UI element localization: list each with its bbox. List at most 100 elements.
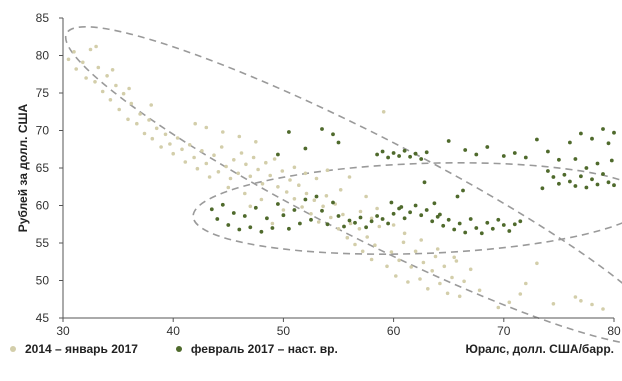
data-point <box>450 275 454 280</box>
data-point <box>207 175 212 179</box>
data-point <box>380 149 385 154</box>
x-tick-label: 40 <box>167 324 181 338</box>
data-point <box>248 204 253 209</box>
data-point <box>455 194 460 199</box>
data-point <box>445 291 450 296</box>
data-point <box>385 264 389 269</box>
data-point <box>512 222 517 227</box>
data-point <box>579 131 583 136</box>
tick-labels: 30 40 50 60 70 80 45 50 55 60 65 70 75 80 85 <box>36 11 621 338</box>
x-tick-label: 80 <box>607 324 621 338</box>
data-point <box>430 219 435 224</box>
data-point <box>276 185 280 189</box>
data-point <box>163 132 168 137</box>
data-point <box>442 264 447 269</box>
y-axis-title: Рублей за долл. США <box>16 103 30 232</box>
data-point <box>409 265 414 269</box>
data-point <box>452 255 457 260</box>
data-point <box>216 170 221 174</box>
data-point <box>377 224 382 229</box>
data-point <box>535 137 539 142</box>
data-point <box>264 160 268 165</box>
data-point <box>490 226 495 231</box>
data-point <box>452 227 457 232</box>
data-point <box>117 107 121 112</box>
data-point <box>518 292 523 296</box>
y-tick-label: 45 <box>36 311 50 325</box>
data-point <box>551 302 556 306</box>
data-point <box>114 83 118 88</box>
data-point <box>463 148 468 152</box>
data-point <box>579 299 583 303</box>
data-point <box>281 213 286 218</box>
data-point <box>386 155 390 160</box>
data-point <box>364 194 368 199</box>
data-point <box>135 121 139 126</box>
data-point <box>215 217 220 221</box>
data-point <box>399 205 404 209</box>
data-point <box>259 229 264 234</box>
data-point <box>336 227 341 231</box>
data-point <box>312 198 317 202</box>
data-point <box>126 117 130 122</box>
data-point <box>248 225 253 230</box>
data-point <box>242 214 247 218</box>
data-point <box>375 206 379 211</box>
data-point <box>300 205 304 209</box>
data-point <box>360 249 365 254</box>
data-point <box>353 220 357 225</box>
data-point <box>96 65 101 70</box>
data-point <box>212 153 216 157</box>
data-point <box>353 242 357 247</box>
data-point <box>66 57 71 62</box>
legend-label-2017-present: февраль 2017 – наст. вр. <box>190 342 338 356</box>
data-point <box>147 118 151 122</box>
data-point <box>389 200 394 205</box>
data-point <box>501 223 506 227</box>
data-point <box>446 139 451 143</box>
data-point <box>606 141 611 146</box>
series-2-points <box>209 127 616 236</box>
data-point <box>590 302 594 307</box>
data-point <box>557 157 561 162</box>
data-point <box>584 185 589 190</box>
data-point <box>251 155 256 160</box>
data-point <box>546 149 550 154</box>
data-point <box>357 227 362 231</box>
data-point <box>419 213 424 218</box>
data-point <box>209 207 214 212</box>
data-point <box>523 155 528 160</box>
data-point <box>401 240 406 245</box>
data-point <box>309 212 313 216</box>
x-tick-label: 60 <box>387 324 401 338</box>
data-point <box>369 257 374 262</box>
data-point <box>276 152 280 157</box>
data-point <box>601 127 605 131</box>
data-point <box>601 172 605 176</box>
data-point <box>463 230 468 235</box>
data-point <box>485 145 490 149</box>
data-point <box>413 151 418 156</box>
data-point <box>433 254 438 259</box>
data-point <box>551 175 556 179</box>
data-point <box>88 47 93 52</box>
data-point <box>424 208 429 212</box>
data-point <box>74 67 78 71</box>
data-point <box>496 305 501 310</box>
data-point <box>579 174 583 179</box>
data-point <box>419 238 424 242</box>
data-point <box>418 277 422 281</box>
data-points <box>66 44 616 311</box>
data-point <box>380 217 385 221</box>
data-point <box>316 220 321 224</box>
data-point <box>462 279 466 284</box>
data-point <box>243 191 247 196</box>
data-point <box>422 180 427 185</box>
data-point <box>468 217 473 221</box>
data-point <box>524 281 528 286</box>
data-point <box>568 140 572 145</box>
data-point <box>171 151 175 156</box>
data-point <box>221 130 225 134</box>
data-point <box>180 147 184 152</box>
